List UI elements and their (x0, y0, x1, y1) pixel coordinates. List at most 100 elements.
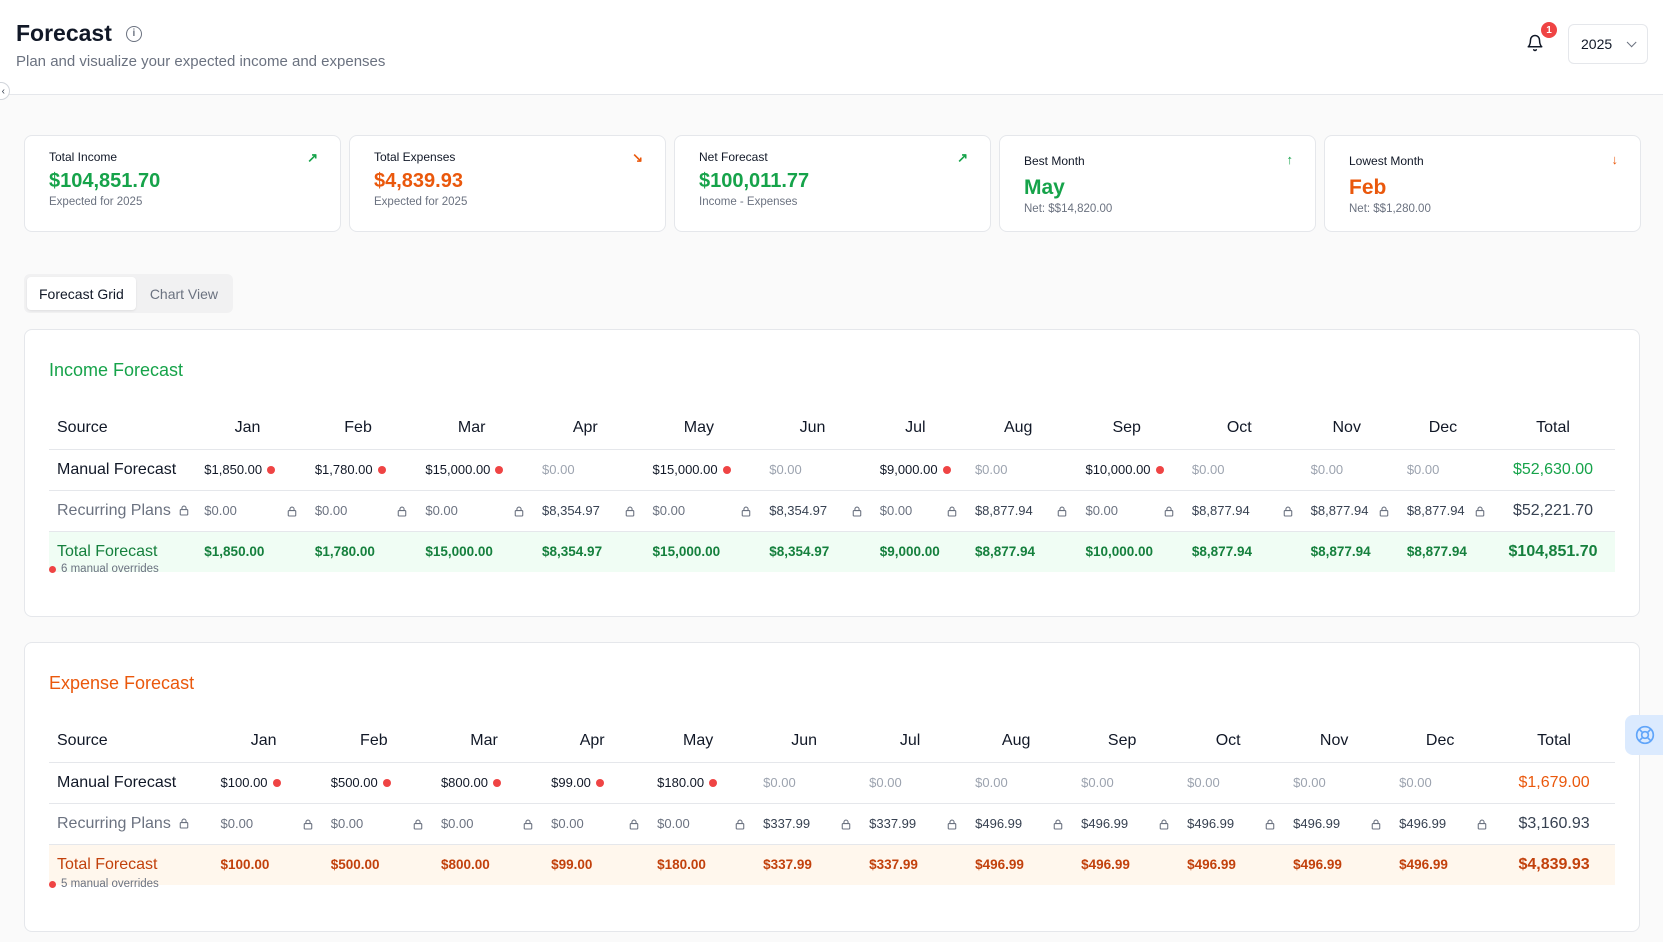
lock-icon (287, 505, 297, 517)
forecast-cell[interactable]: $100.00 (208, 762, 319, 804)
lock-icon (1475, 505, 1485, 517)
forecast-cell[interactable]: $0.00 (751, 762, 858, 804)
expense-forecast-table: Source Jan Feb Mar Apr May Jun Jul Aug Sep Oct Nov D… (49, 721, 1615, 885)
page-subtitle: Plan and visualize your expected income … (16, 53, 386, 70)
lock-icon (1265, 818, 1275, 830)
lock-icon (1159, 818, 1169, 830)
override-dot-icon (267, 465, 276, 474)
lock-icon (852, 505, 862, 517)
card-best-month: Best Month May Net: $$14,820.00 ↑ (999, 135, 1316, 232)
recurring-cell: $0.00 (192, 490, 303, 532)
tab-forecast-grid[interactable]: Forecast Grid (27, 277, 136, 310)
card-label: Lowest Month (1349, 154, 1424, 168)
help-widget-button[interactable] (1625, 715, 1663, 755)
override-dot-icon (722, 465, 731, 474)
card-total-income: Total Income $104,851.70 Expected for 20… (24, 135, 341, 232)
forecast-cell[interactable]: $500.00 (318, 762, 429, 804)
override-dot-icon (495, 465, 504, 474)
year-select[interactable]: 2025 (1568, 24, 1648, 64)
cell-value: $0.00 (542, 462, 575, 477)
total-cell: $8,877.94 (1394, 531, 1492, 572)
forecast-cell[interactable]: $0.00 (1394, 449, 1492, 491)
cell-value: $1,780.00 (314, 544, 375, 560)
table-header-row: Source Jan Feb Mar Apr May Jun Jul Aug Sep Oct Nov D… (49, 408, 1615, 450)
forecast-cell[interactable]: $0.00 (1069, 762, 1176, 804)
column-header: Source (49, 408, 193, 450)
manual-forecast-row: Manual Forecast $100.00 $500.00 $800.00 $99.… (49, 762, 1615, 804)
forecast-cell[interactable]: $0.00 (1179, 449, 1299, 491)
forecast-cell[interactable]: $180.00 (645, 762, 752, 804)
trending-down-icon: ↘ (632, 150, 643, 165)
cell-value: $15,000.00 (652, 462, 718, 477)
cell-value: $0.00 (657, 816, 690, 831)
column-header: Aug (962, 408, 1074, 450)
lock-icon (841, 818, 851, 830)
forecast-cell[interactable]: $9,000.00 (867, 449, 963, 491)
total-cell: $8,877.94 (1298, 531, 1395, 572)
page-title: Forecast (16, 20, 112, 46)
forecast-cell[interactable]: $99.00 (539, 762, 646, 804)
cell-value: $800.00 (440, 857, 490, 873)
recurring-plans-row: Recurring Plans $0.00 $0.00 $0.00 $8,354.97 $… (49, 490, 1615, 532)
cell-value: $1,780.00 (314, 462, 373, 477)
cell-value: $8,877.94 (974, 544, 1035, 560)
card-subtext: Expected for 2025 (49, 196, 143, 208)
sidebar-collapse-button[interactable]: ‹ (0, 82, 10, 100)
total-forecast-row: Total Forecast $100.00 $500.00 $800.00 $99.0… (49, 844, 1615, 885)
row-total: $52,221.70 (1491, 490, 1615, 532)
forecast-cell[interactable]: $1,780.00 (302, 449, 414, 491)
trending-up-icon: ↗ (957, 150, 968, 165)
forecast-cell[interactable]: $0.00 (962, 449, 1074, 491)
forecast-cell[interactable]: $0.00 (857, 762, 964, 804)
card-value: May (1024, 176, 1065, 199)
column-header: Jan (208, 721, 319, 763)
cell-value: $0.00 (440, 816, 474, 831)
column-header: Jun (757, 408, 868, 450)
total-cell: $8,877.94 (1179, 531, 1299, 572)
column-header: Oct (1179, 408, 1299, 450)
grand-total: $4,839.93 (1493, 844, 1615, 885)
cell-value: $9,000.00 (879, 544, 940, 560)
recurring-cell: $0.00 (1073, 490, 1180, 532)
forecast-cell[interactable]: $800.00 (428, 762, 540, 804)
cell-value: $0.00 (314, 503, 348, 518)
bell-icon[interactable] (1526, 34, 1544, 52)
lock-icon (179, 503, 189, 516)
forecast-cell[interactable]: $15,000.00 (413, 449, 531, 491)
overrides-text: 5 manual overrides (61, 878, 159, 890)
forecast-cell[interactable]: $0.00 (1281, 762, 1388, 804)
cell-value: $1,850.00 (204, 544, 265, 560)
recurring-cell: $496.99 (1281, 803, 1388, 845)
forecast-cell[interactable]: $1,850.00 (192, 449, 303, 491)
recurring-cell: $0.00 (318, 803, 429, 845)
override-dot-icon (1155, 465, 1164, 474)
tab-chart-view[interactable]: Chart View (149, 285, 219, 302)
expense-forecast-title: Expense Forecast (49, 673, 195, 693)
row-total: $3,160.93 (1493, 803, 1615, 845)
forecast-cell[interactable]: $10,000.00 (1073, 449, 1180, 491)
row-label: Manual Forecast (49, 449, 193, 491)
row-total: $52,630.00 (1491, 449, 1615, 491)
column-header: Jan (192, 408, 303, 450)
override-dot-icon (49, 565, 56, 573)
cell-value: $496.99 (975, 816, 1023, 831)
total-cell: $496.99 (963, 844, 1070, 885)
cell-value: $180.00 (657, 857, 706, 873)
forecast-cell[interactable]: $0.00 (963, 762, 1070, 804)
forecast-cell[interactable]: $0.00 (757, 449, 868, 491)
cell-value: $8,877.94 (1191, 503, 1250, 518)
info-icon[interactable]: i (125, 25, 142, 42)
forecast-cell[interactable]: $0.00 (1298, 449, 1395, 491)
cell-value: $15,000.00 (425, 544, 493, 560)
forecast-cell[interactable]: $15,000.00 (640, 449, 758, 491)
column-header: Nov (1298, 408, 1395, 450)
recurring-cell: $0.00 (208, 803, 319, 845)
total-cell: $8,354.97 (530, 531, 641, 572)
lock-icon (413, 818, 423, 830)
arrow-down-icon: ↓ (1611, 152, 1619, 167)
forecast-cell[interactable]: $0.00 (530, 449, 641, 491)
forecast-cell[interactable]: $0.00 (1175, 762, 1282, 804)
forecast-cell[interactable]: $0.00 (1387, 762, 1494, 804)
cell-value: $0.00 (1191, 462, 1225, 477)
cell-value: $0.00 (1310, 462, 1344, 477)
